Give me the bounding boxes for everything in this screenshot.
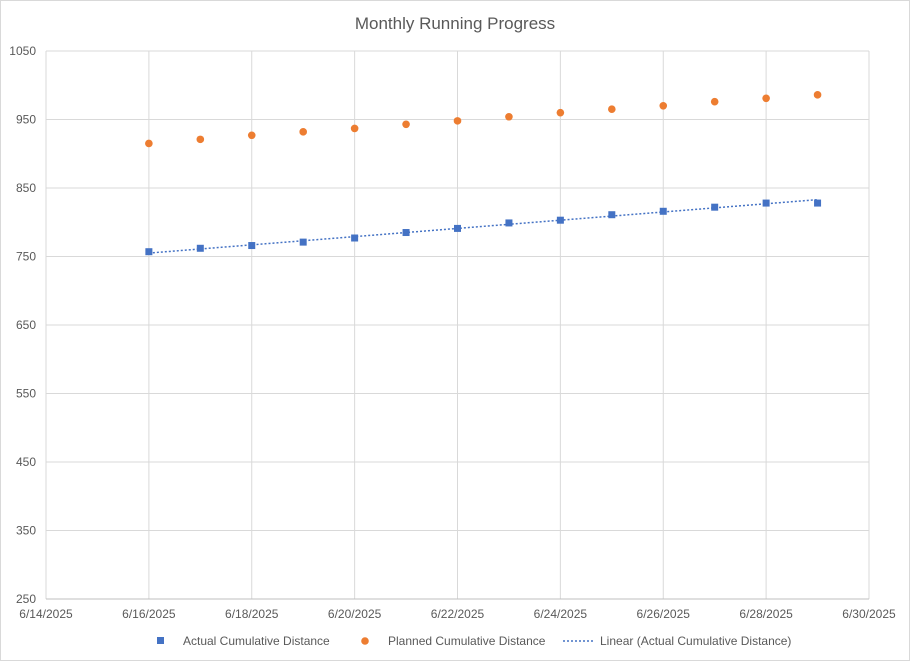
gridlines xyxy=(45,50,870,599)
y-tick-label: 450 xyxy=(16,455,36,469)
x-tick-label: 6/30/2025 xyxy=(842,607,896,621)
series-planned-cumulative-distance xyxy=(145,91,822,148)
data-point xyxy=(145,248,153,256)
legend-item-planned: Planned Cumulative Distance xyxy=(361,634,546,648)
legend-item-actual: Actual Cumulative Distance xyxy=(157,634,330,648)
data-point xyxy=(247,131,256,140)
x-tick-label: 6/20/2025 xyxy=(328,607,382,621)
data-point xyxy=(762,199,770,207)
data-point xyxy=(454,224,461,232)
legend-label: Linear (Actual Cumulative Distance) xyxy=(600,634,791,648)
y-tick-label: 650 xyxy=(16,318,36,332)
data-point xyxy=(145,139,153,148)
legend-label: Actual Cumulative Distance xyxy=(183,634,330,648)
data-point xyxy=(608,105,616,114)
x-tick-label: 6/22/2025 xyxy=(431,607,485,621)
y-tick-label: 950 xyxy=(16,113,36,127)
data-point xyxy=(762,94,770,103)
x-tick-label: 6/28/2025 xyxy=(739,607,793,621)
data-point xyxy=(196,244,204,252)
legend-label: Planned Cumulative Distance xyxy=(388,634,546,648)
y-tick-label: 850 xyxy=(16,181,36,195)
legend-item-trendline: Linear (Actual Cumulative Distance) xyxy=(563,634,791,648)
y-tick-label: 250 xyxy=(16,592,36,606)
data-point xyxy=(608,211,616,219)
data-point xyxy=(299,238,307,246)
data-point xyxy=(813,91,822,99)
y-tick-label: 550 xyxy=(16,387,36,401)
data-point xyxy=(351,234,359,242)
data-point xyxy=(814,199,822,207)
x-tick-label: 6/16/2025 xyxy=(122,607,176,621)
data-point xyxy=(556,216,564,224)
data-point xyxy=(659,102,668,110)
x-tick-label: 6/14/2025 xyxy=(19,607,73,621)
data-point xyxy=(710,97,719,106)
y-axis-tick-labels: 250 350 450 550 650 750 850 950 1050 xyxy=(9,44,36,606)
y-tick-label: 1050 xyxy=(9,44,36,58)
data-point xyxy=(402,120,410,129)
x-tick-label: 6/24/2025 xyxy=(534,607,588,621)
data-point xyxy=(711,203,719,211)
data-point xyxy=(350,124,359,133)
chart-title: Monthly Running Progress xyxy=(355,14,555,33)
legend-marker-square xyxy=(157,637,164,644)
data-point xyxy=(402,229,410,237)
data-point xyxy=(505,219,513,227)
legend: Actual Cumulative Distance Planned Cumula… xyxy=(157,634,791,648)
y-tick-label: 350 xyxy=(16,524,36,538)
series-layer xyxy=(145,91,822,256)
data-point xyxy=(453,117,462,125)
data-point xyxy=(196,135,205,144)
data-point xyxy=(299,128,307,136)
data-point xyxy=(659,207,667,215)
x-axis-tick-labels: 6/14/2025 6/16/2025 6/18/2025 6/20/2025 6/22… xyxy=(19,607,896,621)
data-point xyxy=(556,108,565,117)
x-tick-label: 6/26/2025 xyxy=(637,607,691,621)
data-point xyxy=(505,112,513,121)
data-point xyxy=(248,242,256,250)
series-actual-cumulative-distance xyxy=(145,199,822,256)
x-tick-label: 6/18/2025 xyxy=(225,607,279,621)
legend-marker-circle xyxy=(361,637,369,645)
y-tick-label: 750 xyxy=(16,250,36,264)
